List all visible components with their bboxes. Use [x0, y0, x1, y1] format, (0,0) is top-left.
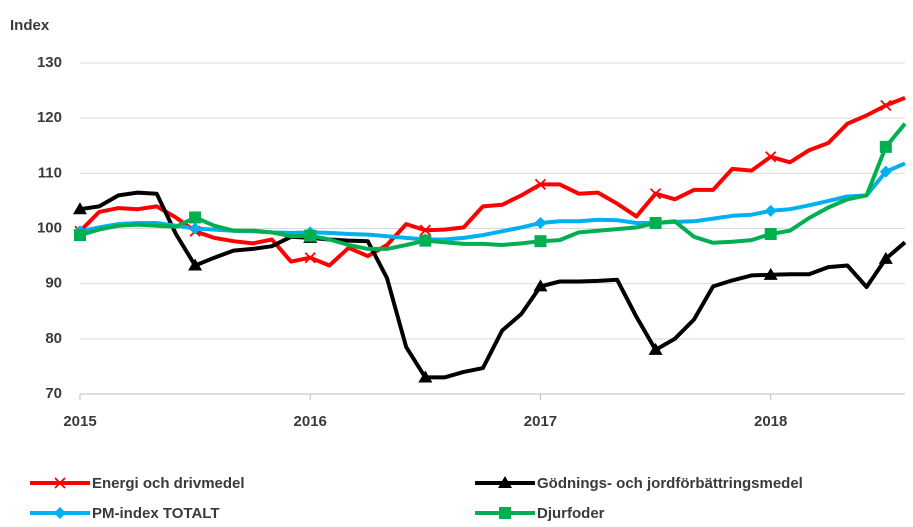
marker [304, 252, 316, 264]
marker [54, 477, 66, 489]
y-tick-label: 100 [37, 219, 62, 236]
legend-item: Gödnings- och jordförbättringsmedel [475, 475, 803, 492]
marker [419, 234, 432, 247]
marker [418, 370, 433, 383]
marker [533, 279, 548, 292]
legend-item: PM-index TOTALT [30, 505, 220, 522]
marker [649, 188, 662, 200]
series-line [78, 95, 906, 268]
marker [648, 342, 663, 355]
y-tick-label: 110 [38, 164, 62, 181]
marker [534, 216, 547, 229]
marker [189, 211, 202, 224]
x-tick-label: 2016 [294, 413, 327, 430]
marker [878, 251, 893, 264]
legend-item: Djurfoder [475, 505, 605, 522]
marker [764, 228, 777, 241]
y-tick-label: 90 [45, 275, 62, 292]
y-tick-label: 130 [37, 54, 62, 71]
marker [649, 216, 662, 229]
y-tick-label: 70 [45, 385, 62, 402]
legend-label: PM-index TOTALT [92, 505, 220, 522]
marker [73, 202, 87, 215]
marker [498, 476, 512, 488]
legend-label: Energi och drivmedel [92, 475, 245, 492]
x-tick-label: 2017 [524, 413, 557, 430]
x-tick-label: 2018 [754, 413, 787, 430]
marker [74, 229, 86, 242]
marker [188, 258, 203, 271]
marker [419, 224, 431, 236]
y-tick-label: 80 [45, 330, 62, 347]
y-axis-label: Index [10, 17, 50, 34]
legend-label: Gödnings- och jordförbättringsmedel [537, 475, 803, 492]
marker [764, 204, 777, 217]
legend-label: Djurfoder [537, 505, 605, 522]
y-tick-label: 120 [37, 109, 62, 126]
marker [534, 178, 547, 191]
marker [189, 222, 202, 235]
marker [879, 140, 892, 153]
x-tick-label: 2015 [63, 413, 96, 430]
marker [304, 229, 317, 242]
marker [765, 151, 777, 163]
marker [499, 507, 511, 519]
legend-item: Energi och drivmedel [30, 475, 245, 492]
marker [879, 165, 892, 178]
marker [54, 507, 66, 519]
marker [534, 235, 547, 248]
marker [880, 99, 892, 112]
marker [763, 267, 778, 280]
